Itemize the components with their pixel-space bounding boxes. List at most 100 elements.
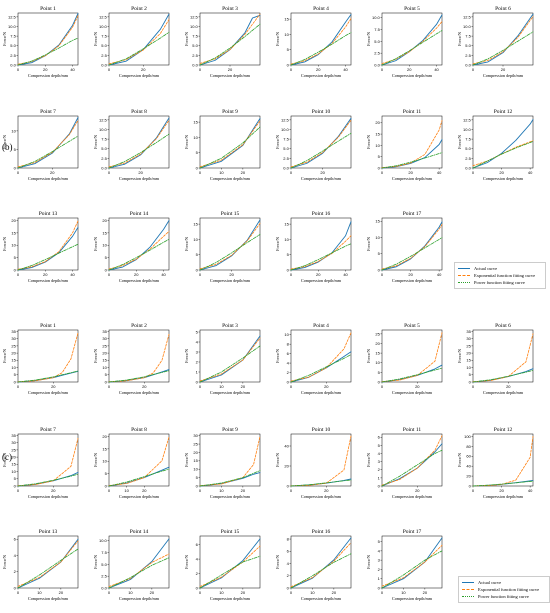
y-tick-label: 0 <box>14 267 17 272</box>
y-axis-label: Force/N <box>275 349 280 363</box>
series-line-exponential <box>199 545 261 587</box>
y-tick-label: 3 <box>378 558 381 563</box>
y-tick-label: 10 <box>284 237 289 242</box>
y-tick-label: 2 <box>196 571 199 576</box>
y-tick-label: 10 <box>102 243 107 248</box>
series-line-actual <box>108 13 170 66</box>
y-tick-label: 0 <box>469 379 472 384</box>
y-tick-label: 0 <box>196 483 199 488</box>
y-tick-label: 2.5 <box>283 156 289 161</box>
series-line-exponential <box>108 553 170 587</box>
y-tick-label: 1 <box>378 475 381 480</box>
y-axis-label: Force/N <box>93 349 98 363</box>
y-tick-label: 10.0 <box>281 127 290 132</box>
y-axis-label: Force/N <box>2 555 7 569</box>
y-tick-label: 5.0 <box>10 43 16 48</box>
chart-title: Point 3 <box>222 323 238 329</box>
series-line-exponential <box>199 435 261 487</box>
y-tick-label: 6 <box>287 351 290 356</box>
y-axis-label: Force/N <box>457 349 462 363</box>
y-tick-label: 4 <box>196 557 199 562</box>
y-tick-label: 10 <box>193 237 198 242</box>
series-line-exponential <box>381 332 443 383</box>
series-line-exponential <box>290 235 352 270</box>
y-tick-label: 12.5 <box>463 117 472 122</box>
y-axis-label: Force/N <box>457 32 462 46</box>
y-tick-label: 10 <box>11 469 16 474</box>
y-axis-label: Force/N <box>366 237 371 251</box>
y-tick-label: 15 <box>193 222 198 227</box>
y-tick-label: 0.0 <box>10 62 16 67</box>
y-tick-label: 10 <box>375 235 380 240</box>
series-line-power <box>108 31 170 66</box>
series-line-actual <box>199 335 261 383</box>
plot-frame <box>108 433 170 487</box>
y-tick-label: 35 <box>11 329 16 334</box>
y-tick-label: 5 <box>105 471 108 476</box>
y-tick-label: 10 <box>466 365 471 370</box>
y-axis-label: Force/N <box>184 349 189 363</box>
plot-frame <box>290 12 352 66</box>
series-line-power <box>199 555 261 589</box>
y-tick-label: 0 <box>287 267 290 272</box>
series-line-actual <box>381 139 443 169</box>
y-tick-label: 10 <box>375 143 380 148</box>
legend-swatch-actual <box>462 582 474 583</box>
series-line-exponential <box>290 119 352 168</box>
y-tick-label: 20 <box>466 473 471 478</box>
x-tick-label: 20 <box>228 67 233 72</box>
y-tick-label: 2.5 <box>101 156 107 161</box>
series-line-power <box>108 370 170 383</box>
x-tick-label: 0 <box>108 272 111 277</box>
y-tick-label: 15 <box>375 351 380 356</box>
chart-title: Point 14 <box>130 529 149 535</box>
y-tick-label: 0 <box>196 379 199 384</box>
x-tick-label: 0 <box>290 384 293 389</box>
x-tick-label: 40 <box>343 67 348 72</box>
x-tick-label: 40 <box>437 272 442 277</box>
y-tick-label: 5 <box>287 47 290 52</box>
y-tick-label: 5 <box>378 370 381 375</box>
x-axis-label: Compression depth/mm <box>119 390 160 395</box>
plot-frame <box>108 329 170 383</box>
y-tick-label: 5.0 <box>101 562 107 567</box>
series-line-exponential <box>17 15 79 65</box>
x-axis-label: Compression depth/mm <box>210 596 251 601</box>
y-axis-label: Force/N <box>457 453 462 467</box>
x-tick-label: 0 <box>199 384 202 389</box>
y-axis-label: Force/N <box>275 135 280 149</box>
y-tick-label: 20 <box>102 218 107 223</box>
y-tick-label: 5.0 <box>283 146 289 151</box>
y-tick-label: 0.0 <box>374 62 380 67</box>
y-tick-label: 35 <box>102 329 107 334</box>
y-tick-label: 0 <box>196 585 199 590</box>
y-tick-label: 10.0 <box>99 127 108 132</box>
x-tick-label: 20 <box>43 67 48 72</box>
series-line-actual <box>199 538 261 589</box>
plot-frame <box>472 12 534 66</box>
y-tick-label: 0 <box>14 165 17 170</box>
y-tick-label: 20 <box>375 120 380 125</box>
x-axis-label: Compression depth/mm <box>392 390 433 395</box>
y-tick-label: 12.5 <box>99 14 108 19</box>
y-tick-label: 2 <box>378 567 381 572</box>
y-axis-label: Force/N <box>366 135 371 149</box>
y-tick-label: 15 <box>102 446 107 451</box>
y-tick-label: 12.5 <box>99 117 108 122</box>
y-tick-label: 5 <box>14 476 17 481</box>
y-tick-label: 20 <box>375 341 380 346</box>
y-tick-label: 10 <box>193 467 198 472</box>
series-line-exponential <box>17 120 79 168</box>
legend-item-exponential: Exponential function fitting curve <box>458 272 542 279</box>
series-line-power <box>381 449 443 487</box>
x-tick-label: 0 <box>108 384 111 389</box>
y-tick-label: 12.5 <box>190 14 199 19</box>
y-tick-label: 10.0 <box>463 127 472 132</box>
y-tick-label: 10 <box>375 360 380 365</box>
x-tick-label: 40 <box>70 67 75 72</box>
y-tick-label: 10.0 <box>372 15 381 20</box>
plot-frame <box>290 115 352 169</box>
y-tick-label: 0 <box>196 165 199 170</box>
x-axis-label: Compression depth/mm <box>210 73 251 78</box>
x-tick-label: 20 <box>324 488 329 493</box>
